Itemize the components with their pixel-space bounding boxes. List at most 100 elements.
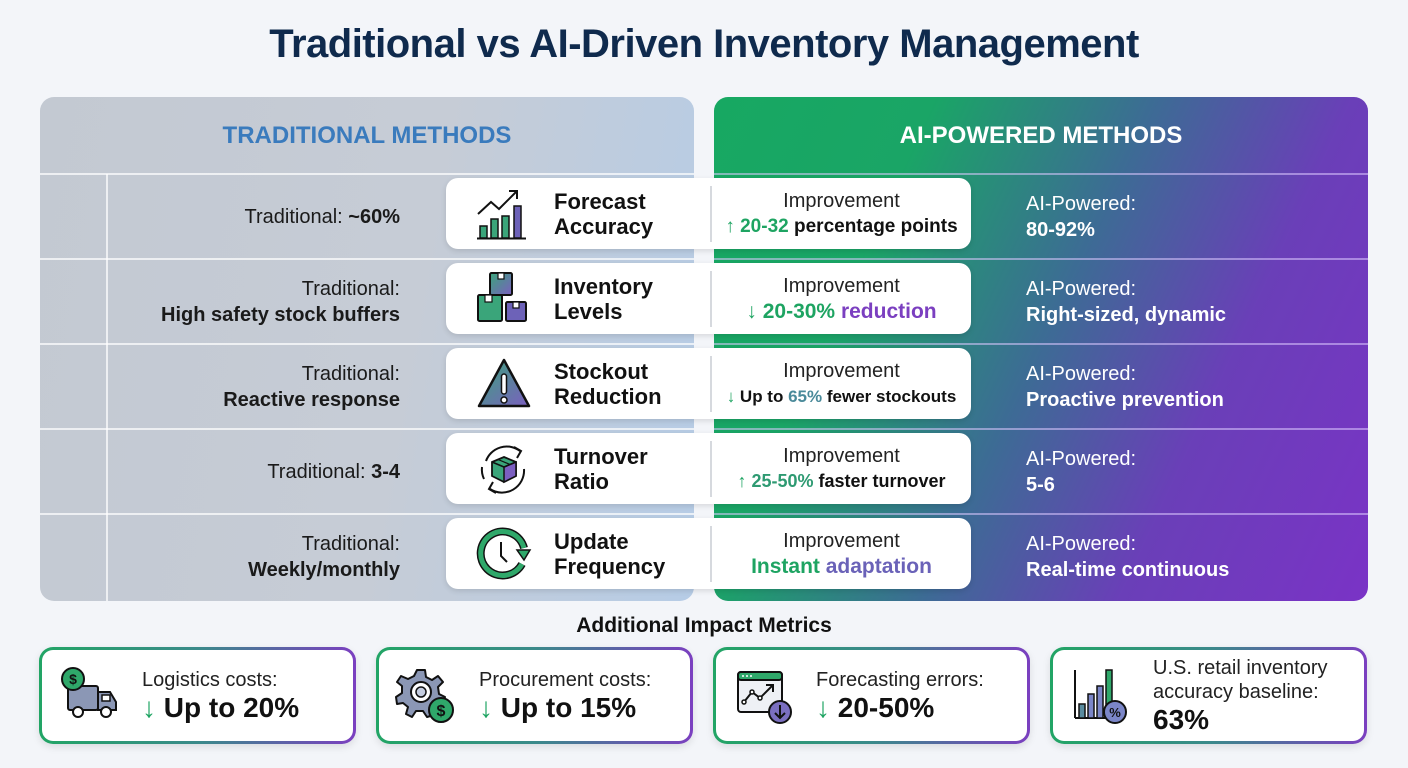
traditional-value: Reactive response (223, 388, 400, 411)
improvement: Improvement ↑ 25-50% faster turnover (712, 444, 971, 494)
impact-card-forecasting-errors: Forecasting errors: ↓ 20-50% (713, 647, 1030, 744)
page-title: Traditional vs AI-Driven Inventory Manag… (269, 22, 1139, 66)
impact-value: Up to 20% (163, 691, 300, 723)
ai-value: Real-time continuous (1026, 558, 1230, 581)
ai-label: AI-Powered: (1026, 362, 1137, 385)
impact-card-procurement: $ Procurement costs: ↓ Up to 15% (376, 647, 693, 744)
svg-text:$: $ (437, 703, 446, 720)
improvement-label: Improvement (783, 444, 900, 467)
arrow-down-icon: ↓ (479, 691, 493, 723)
card-divider (710, 270, 712, 327)
ai-cell-update: AI-Powered: Real-time continuous (1026, 514, 1356, 599)
arrow-up-icon: ↑ (737, 470, 747, 491)
traditional-value: ~60% (348, 205, 400, 228)
arrow-down-icon: ↓ (142, 691, 156, 723)
improvement-value: 65% (788, 386, 823, 406)
improvement-label: Improvement (783, 529, 900, 552)
divider (106, 174, 108, 601)
traditional-cell-stockout: Traditional: Reactive response (108, 344, 400, 429)
chart-window-down-icon (737, 670, 792, 724)
impact-label: Logistics costs: (142, 668, 278, 691)
impact-value: 20-50% (837, 691, 935, 723)
metric-name: Update Frequency (554, 528, 666, 579)
svg-text:$: $ (69, 671, 77, 687)
improvement-value: Instant (751, 554, 820, 578)
improvement-value: 20-32 (740, 215, 789, 237)
traditional-cell-forecast: Traditional: ~60% (108, 174, 400, 259)
divider (714, 258, 1368, 260)
traditional-cell-update: Traditional: Weekly/monthly (108, 514, 400, 599)
impact-value: 63% (1153, 703, 1210, 735)
ai-label: AI-Powered: (1026, 277, 1137, 300)
card-divider (710, 185, 712, 242)
traditional-label: Traditional: (244, 205, 343, 228)
divider (40, 428, 694, 430)
impact-value: Up to 15% (500, 691, 637, 723)
improvement-detail: adaptation (825, 554, 932, 578)
improvement-label: Improvement (783, 274, 900, 297)
traditional-cell-turnover: Traditional: 3-4 (108, 429, 400, 514)
improvement: Improvement ↓ 20-30% reduction (712, 274, 971, 324)
improvement-value: 25-50% (751, 470, 814, 491)
gear-dollar-icon: $ (395, 668, 454, 723)
metric-name: Stockout Reduction (554, 358, 662, 409)
divider (714, 173, 1368, 175)
warning-triangle-icon (477, 358, 531, 407)
impact-card-logistics: $ Logistics costs: ↓ Up to 20% (39, 647, 356, 744)
ai-value: 80-92% (1026, 218, 1095, 241)
metric-card-update-frequency: Update Frequency Improvement Instant ada… (446, 518, 971, 589)
truck-dollar-icon: $ (61, 666, 117, 718)
divider (40, 258, 694, 260)
metric-name: Inventory Levels (554, 273, 654, 324)
divider (714, 343, 1368, 345)
improvement: Improvement ↑ 20-32 percentage points (712, 189, 971, 239)
arrow-down-icon: ↓ (816, 691, 830, 723)
arrow-up-icon: ↑ (725, 215, 735, 237)
impact-label: Forecasting errors: (816, 668, 984, 691)
ai-label: AI-Powered: (1026, 192, 1137, 215)
ai-value: 5-6 (1026, 473, 1055, 496)
improvement-value: 20-30% (762, 299, 836, 323)
metric-name: Turnover Ratio (554, 443, 648, 494)
ai-cell-stockout: AI-Powered: Proactive prevention (1026, 344, 1356, 429)
divider (40, 173, 694, 175)
ai-label: AI-Powered: (1026, 447, 1137, 470)
metric-name: Forecast Accuracy (554, 188, 654, 239)
impact-label: accuracy baseline: (1153, 680, 1319, 703)
traditional-value: High safety stock buffers (161, 303, 400, 326)
box-cycle-icon (480, 445, 526, 494)
metric-card-inventory-levels: Inventory Levels Improvement ↓ 20-30% re… (446, 263, 971, 334)
traditional-value: Weekly/monthly (248, 558, 400, 581)
bar-chart-trend-icon (477, 189, 526, 239)
card-divider (710, 525, 712, 582)
improvement-label: Improvement (783, 359, 900, 382)
ai-cell-turnover: AI-Powered: 5-6 (1026, 429, 1356, 514)
divider (714, 428, 1368, 430)
additional-metrics-title: Additional Impact Metrics (576, 614, 832, 637)
improvement-detail: faster turnover (818, 470, 946, 491)
improvement-prefix: Up to (739, 386, 784, 406)
impact-label: U.S. retail inventory (1153, 656, 1328, 679)
improvement-detail: percentage points (794, 215, 958, 237)
arrow-down-icon: ↓ (726, 386, 736, 406)
divider (40, 343, 694, 345)
traditional-label: Traditional: (301, 532, 400, 555)
metric-card-forecast-accuracy: Forecast Accuracy Improvement ↑ 20-32 pe… (446, 178, 971, 249)
traditional-label: Traditional: (267, 460, 366, 483)
stacked-boxes-icon (477, 271, 527, 322)
improvement-label: Improvement (783, 189, 900, 212)
ai-value: Proactive prevention (1026, 388, 1224, 411)
svg-text:%: % (1109, 705, 1121, 720)
traditional-label: Traditional: (301, 362, 400, 385)
improvement-detail: reduction (840, 299, 937, 323)
arrow-down-icon: ↓ (746, 299, 757, 323)
traditional-header: TRADITIONAL METHODS (222, 121, 512, 149)
ai-header: AI-POWERED METHODS (899, 121, 1183, 149)
bar-chart-percent-icon: % (1074, 668, 1127, 724)
metric-card-stockout-reduction: Stockout Reduction Improvement ↓ Up to 6… (446, 348, 971, 419)
improvement: Improvement Instant adaptation (712, 529, 971, 579)
card-divider (710, 440, 712, 497)
ai-label: AI-Powered: (1026, 532, 1137, 555)
traditional-value: 3-4 (371, 460, 400, 483)
impact-card-retail-accuracy: % U.S. retail inventory accuracy baselin… (1050, 647, 1367, 744)
